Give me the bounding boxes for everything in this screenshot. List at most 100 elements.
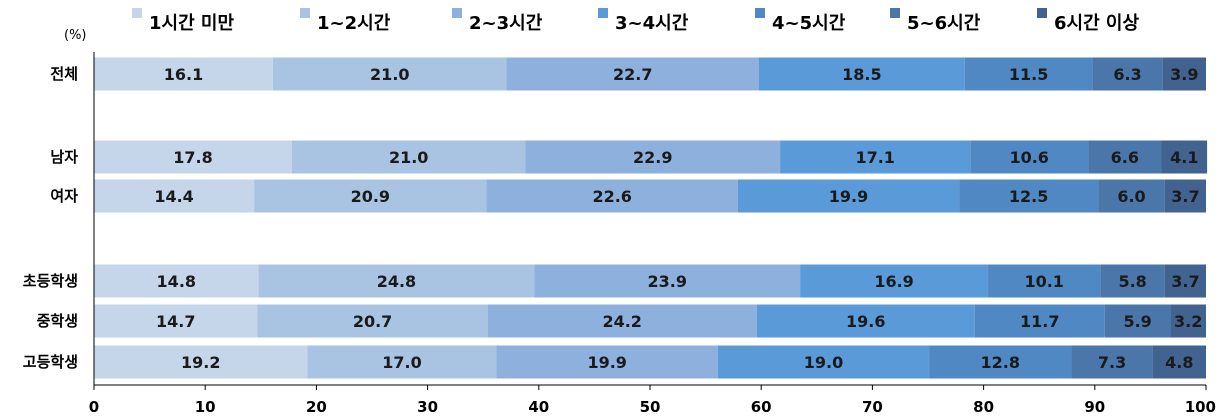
data-label: 20.7 [353,312,392,331]
data-label: 14.4 [154,187,193,206]
bar-segment [756,304,975,338]
data-label: 12.8 [981,353,1020,372]
data-label: 14.8 [157,272,196,291]
data-label: 22.9 [633,148,672,167]
legend-swatch [132,8,142,18]
data-label: 10.1 [1024,272,1063,291]
legend-item: 2~3시간 [452,8,543,34]
bar-segment [94,264,259,298]
data-label: 5.9 [1123,312,1151,331]
legend-label: 5~6시간 [907,13,981,34]
data-label: 21.0 [370,65,409,84]
bar-segment [525,140,781,174]
data-label: 23.9 [647,272,686,291]
legend-item: 4~5시간 [755,8,846,34]
data-label: 3.7 [1171,272,1199,291]
data-label: 7.3 [1098,353,1126,372]
legend-label: 3~4시간 [615,13,689,34]
x-tick-label: 10 [195,398,216,416]
legend: 1시간 미만 1~2시간 2~3시간 3~4시간 4~5시간 5~6시간 6시간 이상 [132,8,1139,34]
data-label: 6.6 [1111,148,1139,167]
bar-segment [758,57,965,91]
bar-segment [506,57,759,91]
bar-segment [970,140,1089,174]
bar-segment [1100,264,1165,298]
category-label: 남자 [50,148,78,166]
bar-row: 14.4 20.9 22.6 19.9 12.5 6.0 3.7 [94,179,1206,213]
data-label: 14.7 [156,312,195,331]
data-label: 20.9 [351,187,390,206]
bar-segment [737,179,960,213]
bar-segment [94,304,258,338]
data-label: 4.8 [1165,353,1193,372]
legend-swatch [1037,8,1047,18]
bar-segment [307,345,497,379]
data-label: 4.1 [1170,148,1198,167]
x-tick-label: 70 [862,398,883,416]
bar-segment [800,264,989,298]
bar-segment [929,345,1072,379]
data-label: 19.6 [846,312,885,331]
bar-segment [257,304,488,338]
x-tick-label: 60 [751,398,772,416]
x-tick-label: 20 [306,398,327,416]
x-tick-label: 50 [640,398,661,416]
legend-label: 1시간 미만 [149,13,234,34]
bar-segment [1170,304,1206,338]
data-label: 19.0 [804,353,843,372]
bar-segment [273,57,507,91]
data-label: 19.2 [181,353,220,372]
bar-segment [1088,140,1162,174]
data-label: 22.7 [613,65,652,84]
bar-segment [1164,179,1206,213]
bar-segment [780,140,971,174]
data-label: 22.6 [592,187,631,206]
bar-segment [487,304,757,338]
x-tick-label: 80 [973,398,994,416]
data-label: 21.0 [389,148,428,167]
legend-label: 6시간 이상 [1054,13,1139,34]
bar-row: 19.2 17.0 19.9 19.0 12.8 7.3 4.8 [94,345,1206,379]
category-label: 고등학생 [23,353,78,371]
legend-swatch [598,8,608,18]
bar-segment [94,57,274,91]
x-tick-label: 40 [528,398,549,416]
data-label: 3.7 [1171,187,1199,206]
bar-segment [254,179,487,213]
bar-segment [964,57,1093,91]
x-tick-label: 0 [89,398,99,416]
data-label: 16.9 [874,272,913,291]
x-tick-label: 90 [1084,398,1105,416]
data-label: 19.9 [829,187,868,206]
bar-segment [258,264,535,298]
data-label: 11.7 [1020,312,1059,331]
category-label: 전체 [50,65,78,83]
legend-item: 5~6시간 [890,8,981,34]
category-label: 여자 [50,187,78,205]
axes: 0 10 20 30 40 50 60 70 80 90 100 [89,52,1216,416]
legend-label: 1~2시간 [317,13,391,34]
bar-segment [1162,57,1206,91]
bar-segment [1092,57,1163,91]
unit-label: (%) [64,28,87,43]
bar-segment [717,345,930,379]
x-tick-label: 100 [1185,398,1216,416]
bar-row: 14.7 20.7 24.2 19.6 11.7 5.9 3.2 [94,304,1206,338]
bar-segment [1161,140,1208,174]
data-label: 11.5 [1009,65,1048,84]
bar-segment [291,140,526,174]
bar-segment [974,304,1105,338]
bar-segment [94,179,255,213]
legend-swatch [755,8,765,18]
bar-segment [1104,304,1171,338]
legend-item: 6시간 이상 [1037,8,1139,34]
data-label: 24.8 [377,272,416,291]
bar-row: 14.8 24.8 23.9 16.9 10.1 5.8 3.7 [94,264,1206,298]
data-label: 3.9 [1170,65,1198,84]
category-label: 중학생 [37,312,78,330]
data-label: 6.0 [1117,187,1145,206]
bar-segment [959,179,1099,213]
legend-swatch [300,8,310,18]
